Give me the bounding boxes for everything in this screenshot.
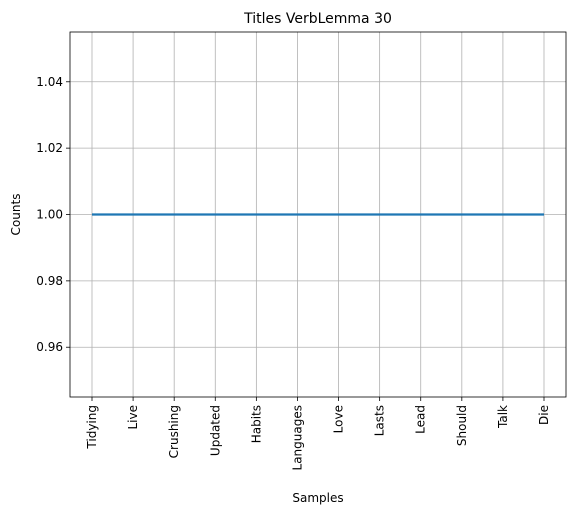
x-tick-label: Updated [208,405,222,456]
x-tick-label: Lasts [373,405,387,436]
x-tick-label: Tidying [85,405,99,450]
x-tick-label: Love [332,405,346,433]
x-tick-label: Lead [414,405,428,434]
x-tick-label: Talk [496,405,510,429]
y-tick-label: 0.96 [36,340,63,354]
x-tick-label: Crushing [167,405,181,458]
x-axis-ticks: Tidying Live Crushing Updated Habits Language… [85,397,551,470]
x-tick-label: Live [126,405,140,430]
x-axis-label: Samples [292,491,343,505]
y-tick-label: 0.98 [36,274,63,288]
x-tick-label: Languages [290,405,304,470]
x-tick-label: Should [455,405,469,446]
y-tick-label: 1.04 [36,75,63,89]
y-tick-label: 1.00 [36,208,63,222]
chart-title: Titles VerbLemma 30 [243,11,392,27]
y-axis-label: Counts [9,194,23,236]
x-tick-label: Die [537,405,551,425]
y-tick-label: 1.02 [36,141,63,155]
x-tick-label: Habits [249,405,263,443]
y-axis-ticks: 0.96 0.98 1.00 1.02 1.04 [36,75,70,354]
